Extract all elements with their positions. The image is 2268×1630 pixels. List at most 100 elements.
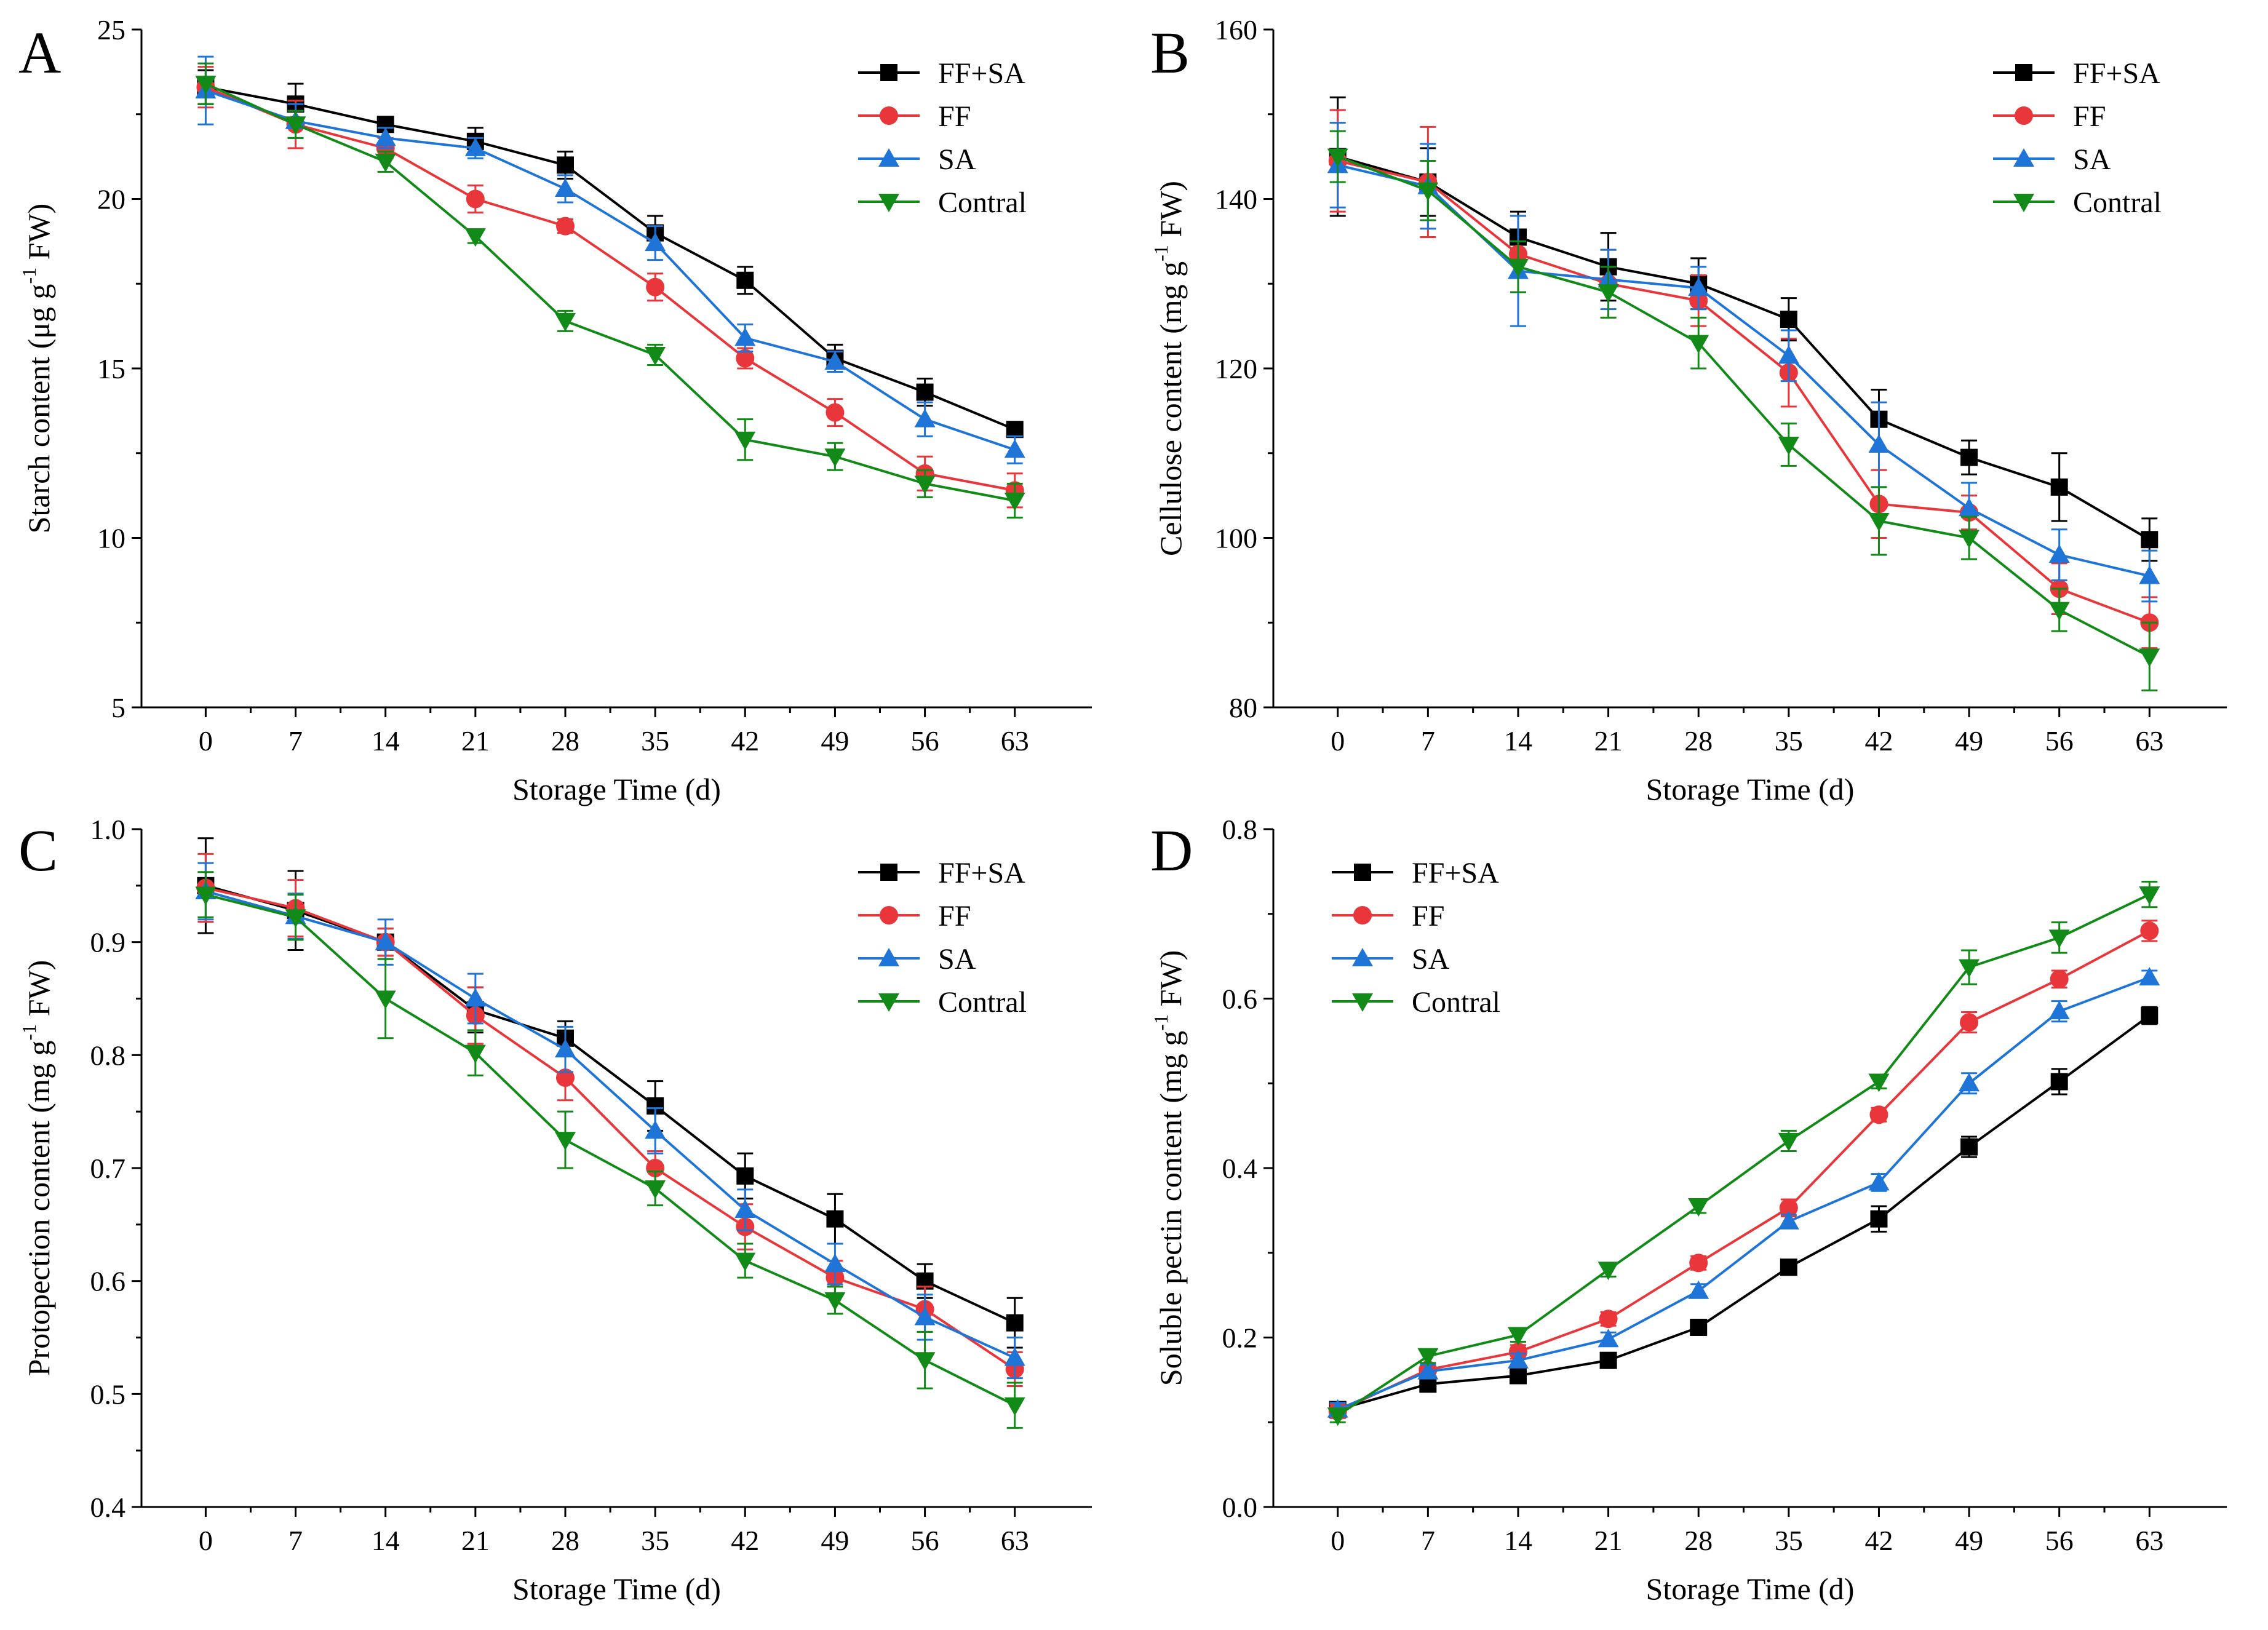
data-point — [1778, 345, 1799, 364]
data-point — [824, 448, 846, 467]
data-point — [2050, 478, 2068, 496]
y-tick-label: 100 — [1215, 523, 1257, 554]
data-point — [916, 383, 934, 401]
legend-label: SA — [2073, 143, 2111, 176]
series-ff — [196, 66, 1024, 509]
data-point — [554, 1132, 576, 1151]
data-point — [2048, 602, 2070, 621]
series-line — [1337, 1014, 2151, 1411]
legend-label: FF — [938, 900, 971, 932]
x-tick-label: 28 — [551, 1525, 579, 1556]
data-point — [1688, 1280, 1709, 1299]
legend-label: SA — [938, 143, 976, 176]
panel-d-letter: D — [1150, 817, 1193, 883]
data-point — [1960, 448, 1978, 466]
series-sa — [1327, 967, 2160, 1418]
legend: FF+SA FF SA Contral — [858, 857, 1027, 1019]
data-point — [555, 217, 575, 236]
legend-label: SA — [938, 943, 976, 976]
data-point — [1690, 1318, 1708, 1336]
y-tick-label: 0.4 — [90, 1492, 126, 1523]
x-tick-label: 35 — [1775, 1525, 1803, 1556]
y-tick-label: 0.4 — [1222, 1153, 1258, 1184]
legend-item: FF+SA — [858, 57, 1025, 90]
y-axis-title: Starch content (μg g-1 FW) — [18, 204, 56, 534]
y-tick-label: 0.8 — [90, 1040, 126, 1071]
data-point — [375, 990, 396, 1009]
data-point — [1689, 1254, 1708, 1273]
series-contral — [1327, 880, 2160, 1426]
data-point — [2140, 921, 2159, 940]
data-point — [1327, 1407, 1348, 1426]
legend-item: Contral — [1332, 986, 1500, 1019]
series-sa — [1327, 122, 2160, 603]
legend-label: FF+SA — [2073, 57, 2160, 90]
x-tick-label: 42 — [1864, 725, 1893, 757]
series-sa — [195, 55, 1025, 464]
data-point — [824, 1292, 846, 1311]
legend-marker — [1353, 906, 1372, 924]
x-tick-label: 49 — [821, 1525, 849, 1556]
legend-label: SA — [1412, 943, 1450, 976]
data-point — [2141, 1007, 2159, 1025]
data-point — [1779, 1198, 1798, 1217]
y-tick-label: 0.2 — [1222, 1322, 1258, 1354]
legend-item: Contral — [858, 186, 1027, 219]
data-point — [464, 988, 486, 1007]
data-point — [1960, 1013, 1979, 1032]
legend-item: FF — [858, 100, 971, 133]
data-point — [1507, 1327, 1529, 1346]
data-point — [1507, 258, 1529, 277]
data-point — [2050, 1073, 2068, 1091]
y-tick-label: 120 — [1215, 353, 1257, 384]
series-line — [1337, 164, 2150, 578]
data-point — [2139, 886, 2160, 905]
data-point — [734, 1199, 756, 1218]
data-point — [1868, 434, 1890, 453]
data-point — [285, 116, 306, 135]
x-tick-label: 56 — [2045, 725, 2074, 757]
data-point — [1509, 1367, 1527, 1385]
data-point — [464, 1044, 486, 1063]
data-point — [734, 431, 756, 450]
legend-item: FF+SA — [858, 857, 1025, 889]
legend-marker — [2015, 64, 2032, 81]
data-point — [826, 1210, 844, 1228]
data-point — [734, 327, 756, 346]
data-point — [645, 1120, 666, 1139]
series-contral — [1327, 130, 2160, 691]
x-tick-label: 35 — [641, 1525, 669, 1556]
legend-marker — [2013, 148, 2034, 167]
plot-c: 0.4 0.5 0.6 0.7 0.8 0.9 1.0 0 7 14 21 28 35 42 49 56 63 S… — [18, 814, 1092, 1606]
x-axis-title: Storage Time (d) — [512, 1572, 721, 1606]
data-point — [2050, 969, 2069, 988]
series-ff-sa — [1329, 1006, 2159, 1418]
legend-marker — [880, 864, 897, 881]
x-tick-label: 28 — [551, 725, 579, 757]
data-point — [1870, 1210, 1888, 1228]
series-contral — [195, 871, 1025, 1429]
data-point — [195, 886, 217, 905]
legend: FF+SA FF SA Contral — [1332, 857, 1500, 1019]
x-tick-label: 7 — [1421, 725, 1435, 757]
legend-marker — [878, 993, 899, 1012]
data-point — [1778, 436, 1799, 455]
x-tick-label: 56 — [911, 725, 939, 757]
series-line — [1337, 155, 2151, 658]
data-point — [1868, 1172, 1890, 1191]
legend-label: Contral — [1412, 986, 1500, 1019]
panel-c: C — [18, 817, 58, 883]
y-tick-label: 25 — [97, 14, 125, 46]
data-point — [1004, 1347, 1025, 1366]
data-point — [375, 153, 396, 172]
data-point — [1778, 1211, 1799, 1230]
series-line — [205, 89, 1016, 451]
x-tick-label: 28 — [1684, 725, 1713, 757]
y-tick-label: 1.0 — [90, 814, 126, 845]
legend-marker — [878, 194, 899, 212]
data-point — [1868, 512, 1890, 531]
legend-item: FF+SA — [1993, 57, 2160, 90]
data-point — [1598, 1329, 1619, 1348]
